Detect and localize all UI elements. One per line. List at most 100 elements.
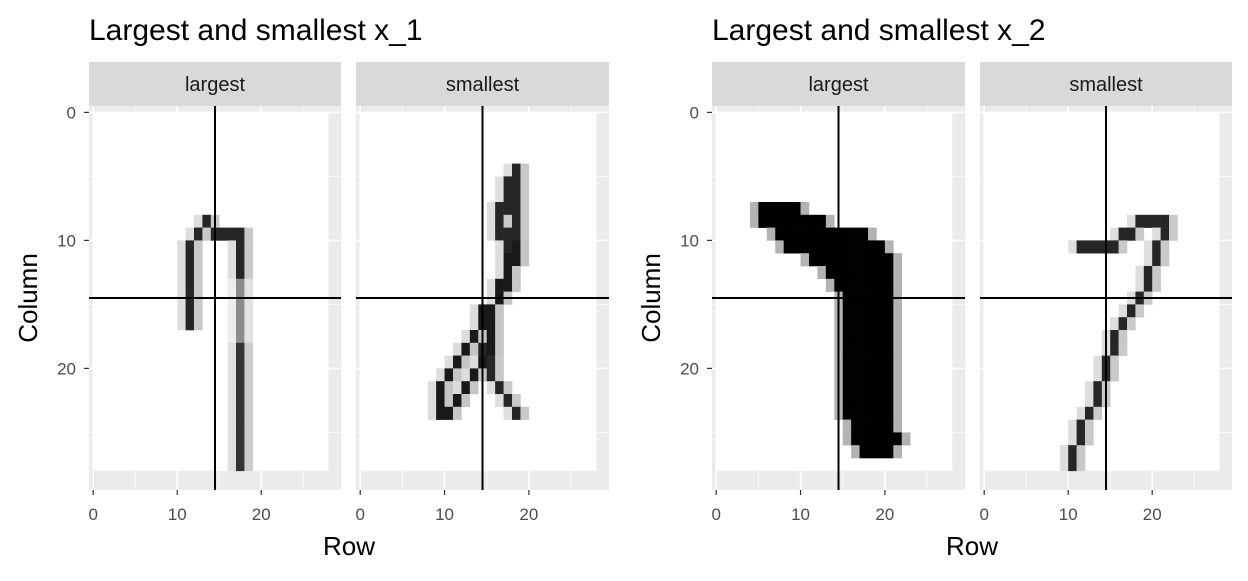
pixel-cell bbox=[194, 227, 203, 241]
x-tick-label: 0 bbox=[88, 505, 97, 524]
pixel-cell bbox=[884, 445, 894, 459]
pixel-cell bbox=[227, 355, 237, 369]
pixel-cell bbox=[177, 266, 186, 280]
pixel-cell bbox=[868, 394, 877, 408]
pixel-cell bbox=[444, 406, 454, 420]
pixel-cell bbox=[236, 432, 245, 446]
pixel-cell bbox=[1127, 227, 1136, 241]
pixel-cell bbox=[842, 330, 852, 344]
pixel-cell bbox=[783, 227, 793, 241]
pixel-cell bbox=[893, 381, 903, 395]
pixel-cell bbox=[893, 317, 903, 331]
pixel-cell bbox=[876, 240, 886, 254]
chart-x1: Largest and smallest x_1 Row Column larg… bbox=[13, 14, 609, 561]
pixel-cell bbox=[495, 330, 504, 344]
x-axis-label: Row bbox=[323, 531, 375, 561]
pixel-cell bbox=[1110, 240, 1119, 254]
pixel-cell bbox=[236, 368, 245, 382]
pixel-cell bbox=[236, 266, 245, 280]
pixel-cell bbox=[842, 266, 852, 280]
pixel-cell bbox=[236, 240, 245, 254]
pixel-cell bbox=[842, 317, 852, 331]
pixel-cell bbox=[1118, 304, 1128, 318]
pixel-cell bbox=[893, 342, 903, 356]
pixel-cell bbox=[893, 355, 903, 369]
pixel-cell bbox=[1068, 240, 1077, 254]
pixel-cell bbox=[1143, 266, 1153, 280]
pixel-cell bbox=[859, 227, 869, 241]
pixel-cell bbox=[427, 394, 437, 408]
y-axis-label: Column bbox=[13, 253, 43, 343]
pixel-cell bbox=[859, 355, 869, 369]
pixel-cell bbox=[520, 227, 530, 241]
facet-strip-label: smallest bbox=[446, 74, 520, 96]
facet-strip bbox=[356, 62, 609, 106]
pixel-cell bbox=[486, 227, 496, 241]
pixel-cell bbox=[884, 278, 894, 292]
pixel-cell bbox=[1068, 445, 1077, 459]
pixel-cell bbox=[244, 342, 254, 356]
pixel-cell bbox=[859, 304, 869, 318]
pixel-cell bbox=[868, 381, 877, 395]
pixel-cell bbox=[1143, 253, 1153, 267]
pixel-cell bbox=[1093, 394, 1103, 408]
chart-title: Largest and smallest x_2 bbox=[712, 14, 1046, 47]
pixel-cell bbox=[177, 304, 186, 318]
pixel-cell bbox=[851, 394, 860, 408]
pixel-cell bbox=[876, 355, 886, 369]
pixel-cell bbox=[893, 394, 903, 408]
pixel-cell bbox=[520, 163, 530, 177]
pixel-cell bbox=[817, 240, 827, 254]
pixel-cell bbox=[495, 253, 504, 267]
pixel-cell bbox=[1135, 227, 1145, 241]
pixel-cell bbox=[227, 304, 237, 318]
pixel-cell bbox=[842, 240, 852, 254]
pixel-cell bbox=[503, 406, 513, 420]
pixel-cell bbox=[868, 330, 877, 344]
pixel-cell bbox=[825, 227, 835, 241]
pixel-cell bbox=[817, 253, 827, 267]
pixel-cell bbox=[495, 202, 504, 216]
pixel-cell bbox=[1093, 355, 1103, 369]
pixel-cell bbox=[842, 355, 852, 369]
pixel-cell bbox=[1076, 432, 1086, 446]
pixel-cell bbox=[219, 227, 228, 241]
pixel-cell bbox=[1068, 419, 1077, 433]
pixel-cell bbox=[851, 381, 860, 395]
pixel-cell bbox=[859, 419, 869, 433]
pixel-cell bbox=[185, 317, 195, 331]
pixel-cell bbox=[868, 317, 877, 331]
pixel-cell bbox=[244, 227, 254, 241]
pixel-cell bbox=[227, 240, 237, 254]
pixel-cell bbox=[1110, 330, 1119, 344]
pixel-cell bbox=[452, 342, 462, 356]
pixel-cell bbox=[884, 355, 894, 369]
pixel-cell bbox=[244, 394, 254, 408]
pixel-cell bbox=[1110, 227, 1119, 241]
pixel-cell bbox=[851, 317, 860, 331]
pixel-cell bbox=[244, 355, 254, 369]
pixel-cell bbox=[1110, 368, 1119, 382]
image-background bbox=[360, 112, 597, 471]
pixel-cell bbox=[876, 368, 886, 382]
pixel-cell bbox=[1085, 406, 1094, 420]
pixel-cell bbox=[461, 342, 471, 356]
pixel-cell bbox=[452, 368, 462, 382]
pixel-cell bbox=[227, 253, 237, 267]
pixel-cell bbox=[766, 214, 776, 228]
pixel-cell bbox=[868, 240, 877, 254]
facet-panel-smallest: smallest 0 10 20 bbox=[355, 62, 609, 524]
pixel-cell bbox=[783, 240, 793, 254]
x-tick-label: 20 bbox=[519, 505, 538, 524]
x-tick-label: 20 bbox=[1143, 505, 1162, 524]
pixel-cell bbox=[893, 253, 903, 267]
y-tick-label: 0 bbox=[690, 103, 699, 122]
pixel-cell bbox=[808, 240, 818, 254]
pixel-cell bbox=[512, 240, 521, 254]
pixel-cell bbox=[859, 394, 869, 408]
pixel-cell bbox=[194, 266, 203, 280]
pixel-cell bbox=[461, 394, 471, 408]
pixel-cell bbox=[1093, 381, 1103, 395]
